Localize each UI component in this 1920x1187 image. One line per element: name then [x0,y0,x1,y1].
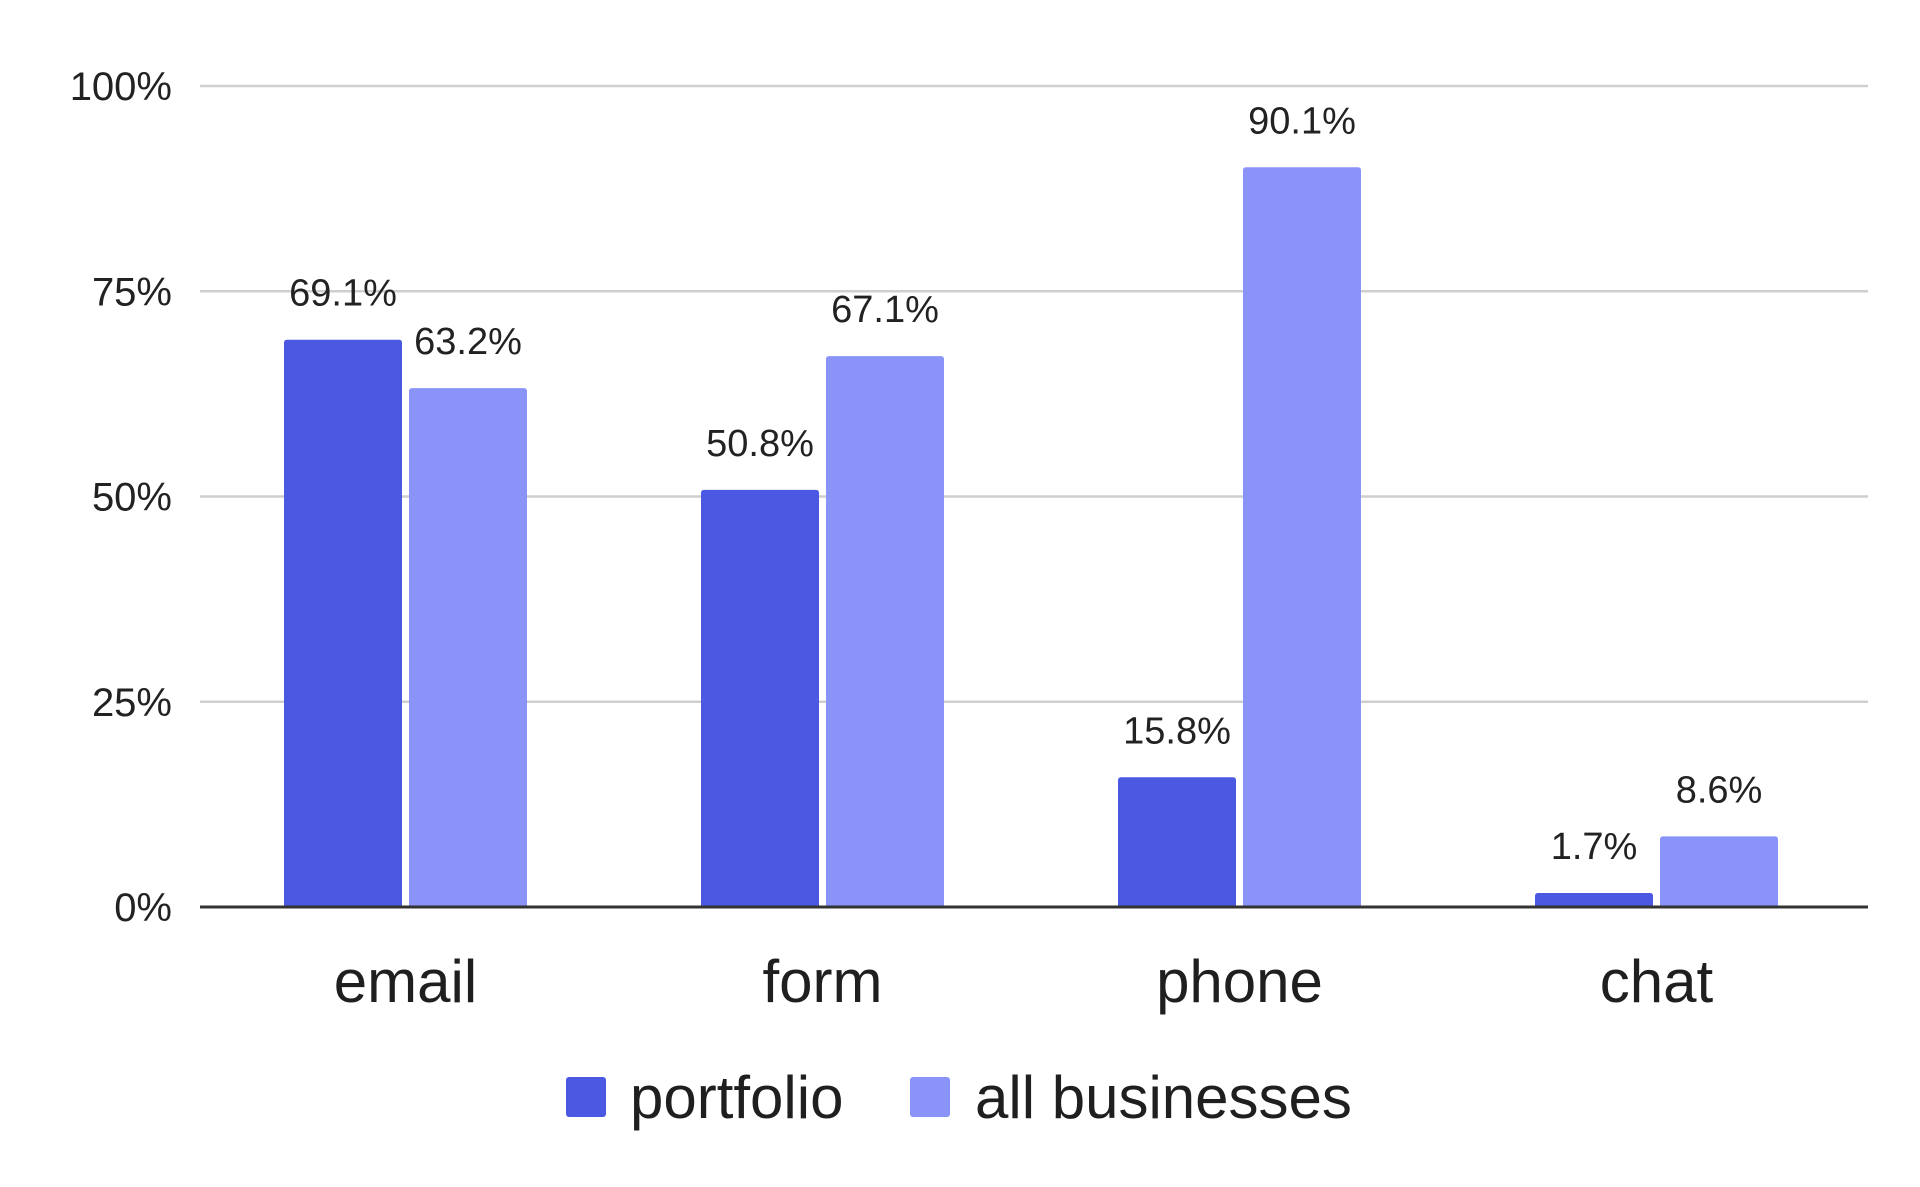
bar-portfolio-email [284,339,402,908]
y-axis: 0% 25% 50% 75% 100% [70,65,172,930]
bar-all-businesses-email [409,388,527,907]
bar-portfolio-phone [1118,777,1236,907]
data-label: 8.6% [1676,769,1763,811]
bar-all-businesses-form [826,356,944,907]
legend-label: portfolio [630,1064,843,1131]
y-tick-label: 100% [70,65,172,109]
data-label: 69.1% [289,273,397,315]
bars [284,167,1778,908]
y-tick-label: 50% [92,476,172,520]
x-tick-label: form [763,948,883,1015]
data-label: 15.8% [1123,710,1231,752]
y-tick-label: 75% [92,270,172,314]
y-tick-label: 0% [114,886,172,930]
legend: portfolio all businesses [566,1064,1352,1131]
bar-portfolio-chat [1535,893,1653,907]
legend-swatch-portfolio [566,1077,606,1117]
data-label: 90.1% [1248,100,1356,142]
x-tick-label: phone [1156,948,1323,1015]
x-axis: email form phone chat [200,905,1868,1015]
x-tick-label: email [334,948,477,1015]
y-tick-label: 25% [92,681,172,725]
bar-portfolio-form [701,489,819,907]
bar-all-businesses-phone [1243,167,1361,908]
x-tick-label: chat [1600,948,1714,1015]
data-label: 50.8% [706,423,814,465]
bar-all-businesses-chat [1660,836,1778,907]
data-labels: 69.1% 63.2% 50.8% 67.1% 15.8% 90.1% 1.7% 8.6% [289,100,1762,868]
legend-label: all businesses [975,1064,1352,1131]
data-label: 1.7% [1551,826,1638,868]
legend-swatch-all-businesses [910,1077,950,1117]
data-label: 63.2% [414,321,522,363]
data-label: 67.1% [831,289,939,331]
